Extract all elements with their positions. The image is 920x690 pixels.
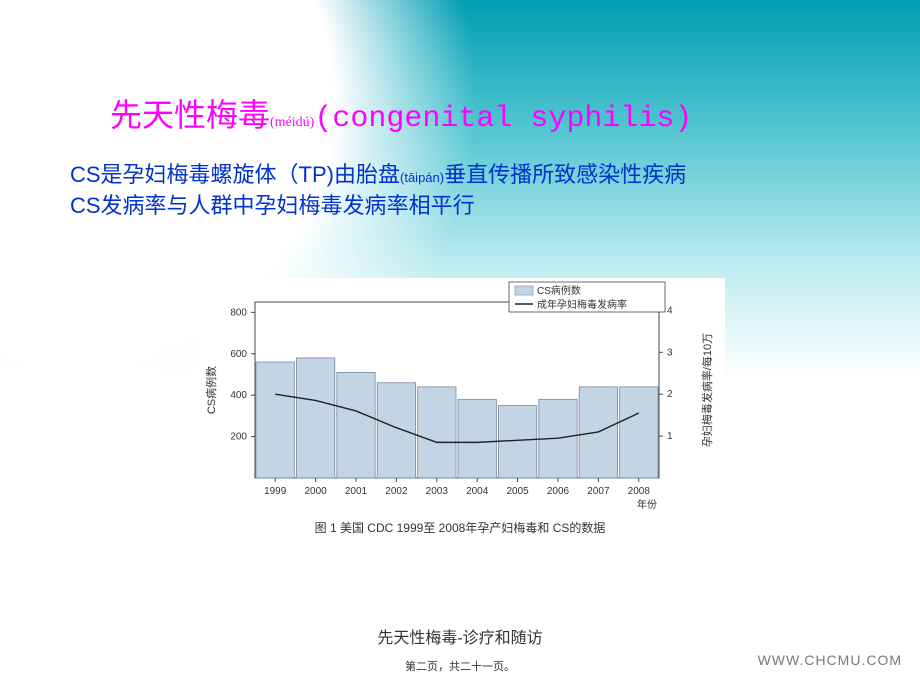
title-sub: (congenital syphilis) — [314, 102, 692, 136]
body-line1a: CS是孕妇梅毒螺旋体（TP)由胎盘 — [70, 162, 400, 187]
chart-svg: 200 400 600 800 1 2 3 4 1999 2000 2001 2002 2003 2004… — [195, 278, 725, 538]
svg-text:200: 200 — [230, 432, 247, 443]
body-line2: CS发病率与人群中孕妇梅毒发病率相平行 — [70, 191, 880, 222]
title-main: 先天性梅毒 — [110, 97, 270, 133]
svg-text:1999: 1999 — [264, 486, 287, 497]
header: CHCMU 重庆医科大学附属儿童医院 — [10, 10, 131, 45]
svg-text:2004: 2004 — [466, 486, 489, 497]
svg-text:图 1 美国 CDC 1999至 2008年孕产妇梅毒和: 图 1 美国 CDC 1999至 2008年孕产妇梅毒和 CS的数据 — [315, 520, 606, 535]
svg-text:2000: 2000 — [304, 486, 327, 497]
svg-text:CS病例数: CS病例数 — [204, 366, 218, 414]
svg-text:2003: 2003 — [426, 486, 449, 497]
page-title: 先天性梅毒(méidú)(congenital syphilis) — [110, 90, 880, 136]
svg-text:CS病例数: CS病例数 — [537, 284, 581, 297]
body-line1b: 垂直传播所致感染性疾病 — [444, 162, 686, 187]
svg-text:孕妇梅毒发病率/每10万: 孕妇梅毒发病率/每10万 — [700, 333, 714, 447]
chart-container: 200 400 600 800 1 2 3 4 1999 2000 2001 2002 2003 2004… — [195, 278, 725, 538]
svg-text:2006: 2006 — [547, 486, 570, 497]
svg-text:600: 600 — [230, 349, 247, 360]
title-pinyin: (méidú) — [270, 115, 314, 130]
body-text: CS是孕妇梅毒螺旋体（TP)由胎盘(tāipán)垂直传播所致感染性疾病 CS发… — [70, 160, 880, 222]
logo-text-block: CHCMU 重庆医科大学附属儿童医院 — [44, 10, 131, 45]
footer-title: 先天性梅毒-诊疗和随访 — [0, 624, 920, 648]
svg-text:2002: 2002 — [385, 486, 408, 497]
svg-text:成年孕妇梅毒发病率: 成年孕妇梅毒发病率 — [537, 298, 627, 311]
logo-icon — [10, 15, 36, 41]
body-line1-pinyin: (tāipán) — [400, 170, 444, 185]
slide: CHCMU 重庆医科大学附属儿童医院 先天性梅毒(méidú)(congenit… — [0, 0, 920, 690]
svg-text:年份: 年份 — [637, 498, 657, 511]
brand: CHCMU — [44, 10, 131, 36]
brand-sub: 重庆医科大学附属儿童医院 — [44, 36, 131, 45]
svg-text:800: 800 — [230, 307, 247, 318]
svg-text:2: 2 — [667, 389, 673, 400]
svg-text:1: 1 — [667, 431, 673, 442]
svg-text:2001: 2001 — [345, 486, 368, 497]
footer-url: WWW.CHCMU.COM — [758, 652, 902, 668]
svg-text:2005: 2005 — [506, 486, 529, 497]
svg-text:3: 3 — [667, 347, 673, 358]
svg-text:4: 4 — [667, 305, 673, 316]
svg-text:400: 400 — [230, 390, 247, 401]
svg-text:2008: 2008 — [628, 486, 651, 497]
body-line1: CS是孕妇梅毒螺旋体（TP)由胎盘(tāipán)垂直传播所致感染性疾病 — [70, 160, 880, 191]
svg-text:2007: 2007 — [587, 486, 610, 497]
